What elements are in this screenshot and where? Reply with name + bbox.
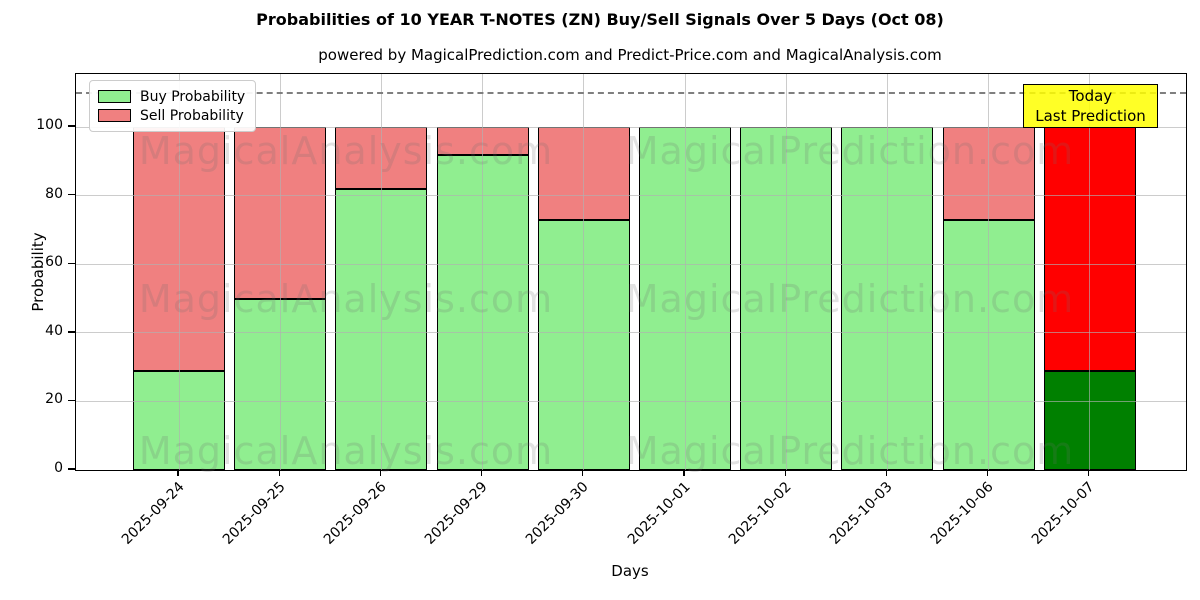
x-tick bbox=[278, 470, 280, 476]
x-tick bbox=[885, 470, 888, 476]
watermark-text: MagicalAnalysis.com bbox=[138, 429, 554, 473]
x-tick bbox=[379, 470, 382, 476]
x-tick-label: 2025-09-25 bbox=[219, 479, 289, 548]
annotation-line1: Today bbox=[1068, 87, 1113, 105]
y-tick-label: 100 bbox=[36, 117, 63, 134]
y-tick bbox=[68, 125, 75, 127]
x-tick-label: 2025-09-29 bbox=[422, 479, 491, 548]
x-tick bbox=[480, 470, 483, 476]
gridline-vertical bbox=[1089, 74, 1091, 470]
x-tick-label: 2025-10-01 bbox=[624, 479, 694, 548]
gridline-horizontal bbox=[76, 195, 1186, 197]
y-tick bbox=[68, 399, 75, 402]
x-tick-label: 2025-09-30 bbox=[523, 479, 593, 548]
watermark-text: MagicalAnalysis.com bbox=[138, 277, 554, 321]
x-tick bbox=[784, 470, 786, 476]
gridline-horizontal bbox=[76, 400, 1186, 402]
x-tick-label: 2025-10-07 bbox=[1029, 479, 1099, 548]
y-tick bbox=[68, 331, 75, 333]
y-tick-label: 80 bbox=[45, 185, 63, 202]
x-tick-label: 2025-10-06 bbox=[928, 479, 997, 548]
x-tick bbox=[177, 470, 179, 476]
watermark-text: MagicalPrediction.com bbox=[625, 429, 1075, 473]
y-axis-label: Probability bbox=[29, 232, 47, 312]
x-tick-label: 2025-10-03 bbox=[826, 479, 896, 548]
y-tick bbox=[68, 468, 75, 470]
y-tick-label: 20 bbox=[45, 391, 63, 408]
gridline-horizontal bbox=[76, 126, 1186, 128]
today-annotation: Today Last Prediction bbox=[1023, 84, 1158, 128]
gridline-horizontal bbox=[76, 263, 1186, 265]
x-tick-label: 2025-09-24 bbox=[118, 479, 188, 548]
x-tick bbox=[1088, 470, 1090, 476]
gridline-vertical bbox=[988, 74, 990, 470]
gridline-vertical bbox=[886, 74, 888, 470]
x-tick bbox=[582, 470, 584, 476]
chart-title: Probabilities of 10 YEAR T-NOTES (ZN) Bu… bbox=[256, 10, 944, 29]
annotation-line2: Last Prediction bbox=[1035, 107, 1146, 125]
watermark-text: MagicalPrediction.com bbox=[625, 277, 1075, 321]
x-tick-label: 2025-10-02 bbox=[725, 479, 795, 548]
legend-item: Buy Probability bbox=[98, 87, 245, 106]
y-tick-label: 0 bbox=[54, 460, 63, 476]
x-axis-label: Days bbox=[611, 562, 649, 580]
legend-label: Buy Probability bbox=[140, 88, 246, 105]
plot-area: MagicalAnalysis.com MagicalPrediction.com… bbox=[75, 73, 1187, 473]
y-tick-label: 40 bbox=[45, 322, 63, 339]
chart-subtitle: powered by MagicalPrediction.com and Pre… bbox=[318, 46, 942, 64]
legend-item: Sell Probability bbox=[98, 106, 245, 125]
gridline-vertical bbox=[482, 74, 484, 470]
gridline-vertical bbox=[785, 74, 787, 470]
gridline-horizontal bbox=[76, 332, 1186, 334]
threshold-dashed-line bbox=[76, 91, 1186, 94]
x-tick bbox=[986, 470, 989, 476]
legend-swatch bbox=[98, 90, 131, 103]
x-tick bbox=[683, 470, 685, 476]
y-tick bbox=[68, 262, 75, 264]
y-tick bbox=[68, 194, 75, 196]
x-tick-label: 2025-09-26 bbox=[320, 479, 390, 548]
gridline-vertical bbox=[684, 74, 686, 470]
gridline-vertical bbox=[178, 74, 180, 470]
legend: Buy Probability Sell Probability bbox=[89, 80, 257, 132]
gridline-vertical bbox=[583, 74, 585, 470]
gridline-vertical bbox=[279, 74, 281, 470]
watermark-text: MagicalPrediction.com bbox=[625, 129, 1075, 173]
legend-label: Sell Probability bbox=[140, 107, 244, 124]
watermark-text: MagicalAnalysis.com bbox=[138, 129, 554, 173]
legend-swatch bbox=[98, 109, 131, 122]
gridline-vertical bbox=[380, 74, 382, 470]
y-tick-label: 60 bbox=[45, 254, 63, 271]
